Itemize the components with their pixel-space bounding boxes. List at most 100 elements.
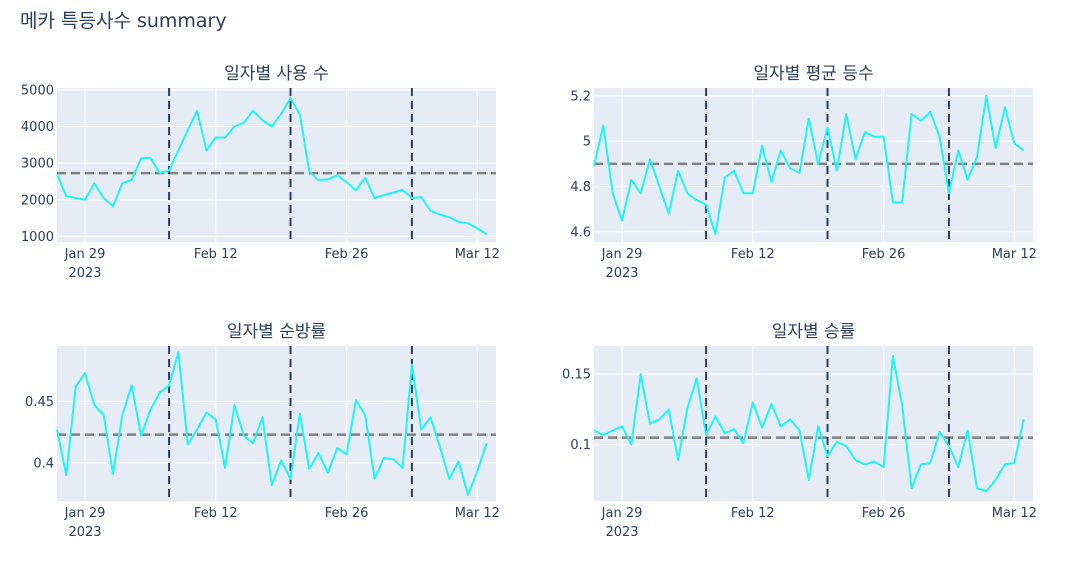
data-point[interactable] (185, 441, 191, 447)
data-point[interactable] (656, 184, 662, 190)
data-point[interactable] (334, 445, 340, 451)
data-point[interactable] (694, 375, 700, 381)
data-point[interactable] (983, 488, 989, 494)
data-point[interactable] (899, 402, 905, 408)
data-point[interactable] (937, 134, 943, 140)
data-point[interactable] (446, 214, 452, 220)
data-point[interactable] (610, 428, 616, 434)
data-point[interactable] (871, 459, 877, 465)
data-point[interactable] (147, 155, 153, 161)
data-point[interactable] (656, 416, 662, 422)
data-point[interactable] (881, 464, 887, 470)
data-point[interactable] (638, 371, 644, 377)
data-point[interactable] (619, 218, 625, 224)
data-point[interactable] (213, 135, 219, 141)
data-point[interactable] (325, 176, 331, 182)
data-point[interactable] (834, 439, 840, 445)
data-point[interactable] (899, 199, 905, 205)
data-point[interactable] (409, 362, 415, 368)
data-point[interactable] (334, 172, 340, 178)
data-point[interactable] (890, 353, 896, 359)
data-point[interactable] (353, 397, 359, 403)
data-point[interactable] (278, 457, 284, 463)
data-point[interactable] (465, 220, 471, 226)
data-point[interactable] (619, 423, 625, 429)
data-point[interactable] (750, 190, 756, 196)
data-point[interactable] (316, 177, 322, 183)
data-point[interactable] (918, 461, 924, 467)
data-point[interactable] (456, 219, 462, 225)
data-point[interactable] (1002, 104, 1008, 110)
data-point[interactable] (955, 464, 961, 470)
data-point[interactable] (82, 197, 88, 203)
data-point[interactable] (712, 231, 718, 237)
data-point[interactable] (591, 163, 597, 169)
data-point[interactable] (63, 193, 69, 199)
data-point[interactable] (825, 453, 831, 459)
data-point[interactable] (381, 455, 387, 461)
data-point[interactable] (157, 170, 163, 176)
data-point[interactable] (344, 179, 350, 185)
data-point[interactable] (815, 161, 821, 167)
data-point[interactable] (825, 125, 831, 131)
data-point[interactable] (769, 179, 775, 185)
data-point[interactable] (157, 390, 163, 396)
data-point[interactable] (853, 156, 859, 162)
data-point[interactable] (797, 428, 803, 434)
data-point[interactable] (437, 212, 443, 218)
data-point[interactable] (862, 461, 868, 467)
data-point[interactable] (110, 203, 116, 209)
data-point[interactable] (82, 370, 88, 376)
data-point[interactable] (306, 168, 312, 174)
data-point[interactable] (418, 427, 424, 433)
data-point[interactable] (806, 477, 812, 483)
data-point[interactable] (250, 108, 256, 114)
data-point[interactable] (684, 190, 690, 196)
data-point[interactable] (119, 180, 125, 186)
data-point[interactable] (965, 428, 971, 434)
data-point[interactable] (73, 195, 79, 201)
data-point[interactable] (362, 412, 368, 418)
data-point[interactable] (815, 423, 821, 429)
data-point[interactable] (222, 465, 228, 471)
data-point[interactable] (927, 460, 933, 466)
data-point[interactable] (787, 165, 793, 171)
data-point[interactable] (297, 411, 303, 417)
data-point[interactable] (843, 443, 849, 449)
data-point[interactable] (722, 175, 728, 181)
data-point[interactable] (787, 416, 793, 422)
data-point[interactable] (1011, 141, 1017, 147)
data-point[interactable] (288, 476, 294, 482)
data-point[interactable] (628, 177, 634, 183)
data-point[interactable] (437, 444, 443, 450)
data-point[interactable] (325, 470, 331, 476)
data-point[interactable] (591, 428, 597, 434)
data-point[interactable] (344, 451, 350, 457)
data-point[interactable] (428, 208, 434, 214)
data-point[interactable] (666, 211, 672, 217)
data-point[interactable] (316, 450, 322, 456)
data-point[interactable] (684, 405, 690, 411)
data-point[interactable] (918, 118, 924, 124)
data-point[interactable] (638, 190, 644, 196)
data-point[interactable] (974, 485, 980, 491)
data-point[interactable] (54, 427, 60, 433)
data-point[interactable] (250, 440, 256, 446)
data-point[interactable] (647, 421, 653, 427)
data-point[interactable] (1011, 460, 1017, 466)
data-point[interactable] (260, 117, 266, 123)
data-point[interactable] (955, 147, 961, 153)
data-point[interactable] (241, 433, 247, 439)
data-point[interactable] (666, 406, 672, 412)
data-point[interactable] (232, 124, 238, 130)
data-point[interactable] (1002, 461, 1008, 467)
data-point[interactable] (91, 180, 97, 186)
data-point[interactable] (269, 482, 275, 488)
data-point[interactable] (853, 457, 859, 463)
data-point[interactable] (278, 111, 284, 117)
data-point[interactable] (400, 187, 406, 193)
data-point[interactable] (63, 472, 69, 478)
data-point[interactable] (306, 466, 312, 472)
data-point[interactable] (1021, 416, 1027, 422)
data-point[interactable] (232, 402, 238, 408)
